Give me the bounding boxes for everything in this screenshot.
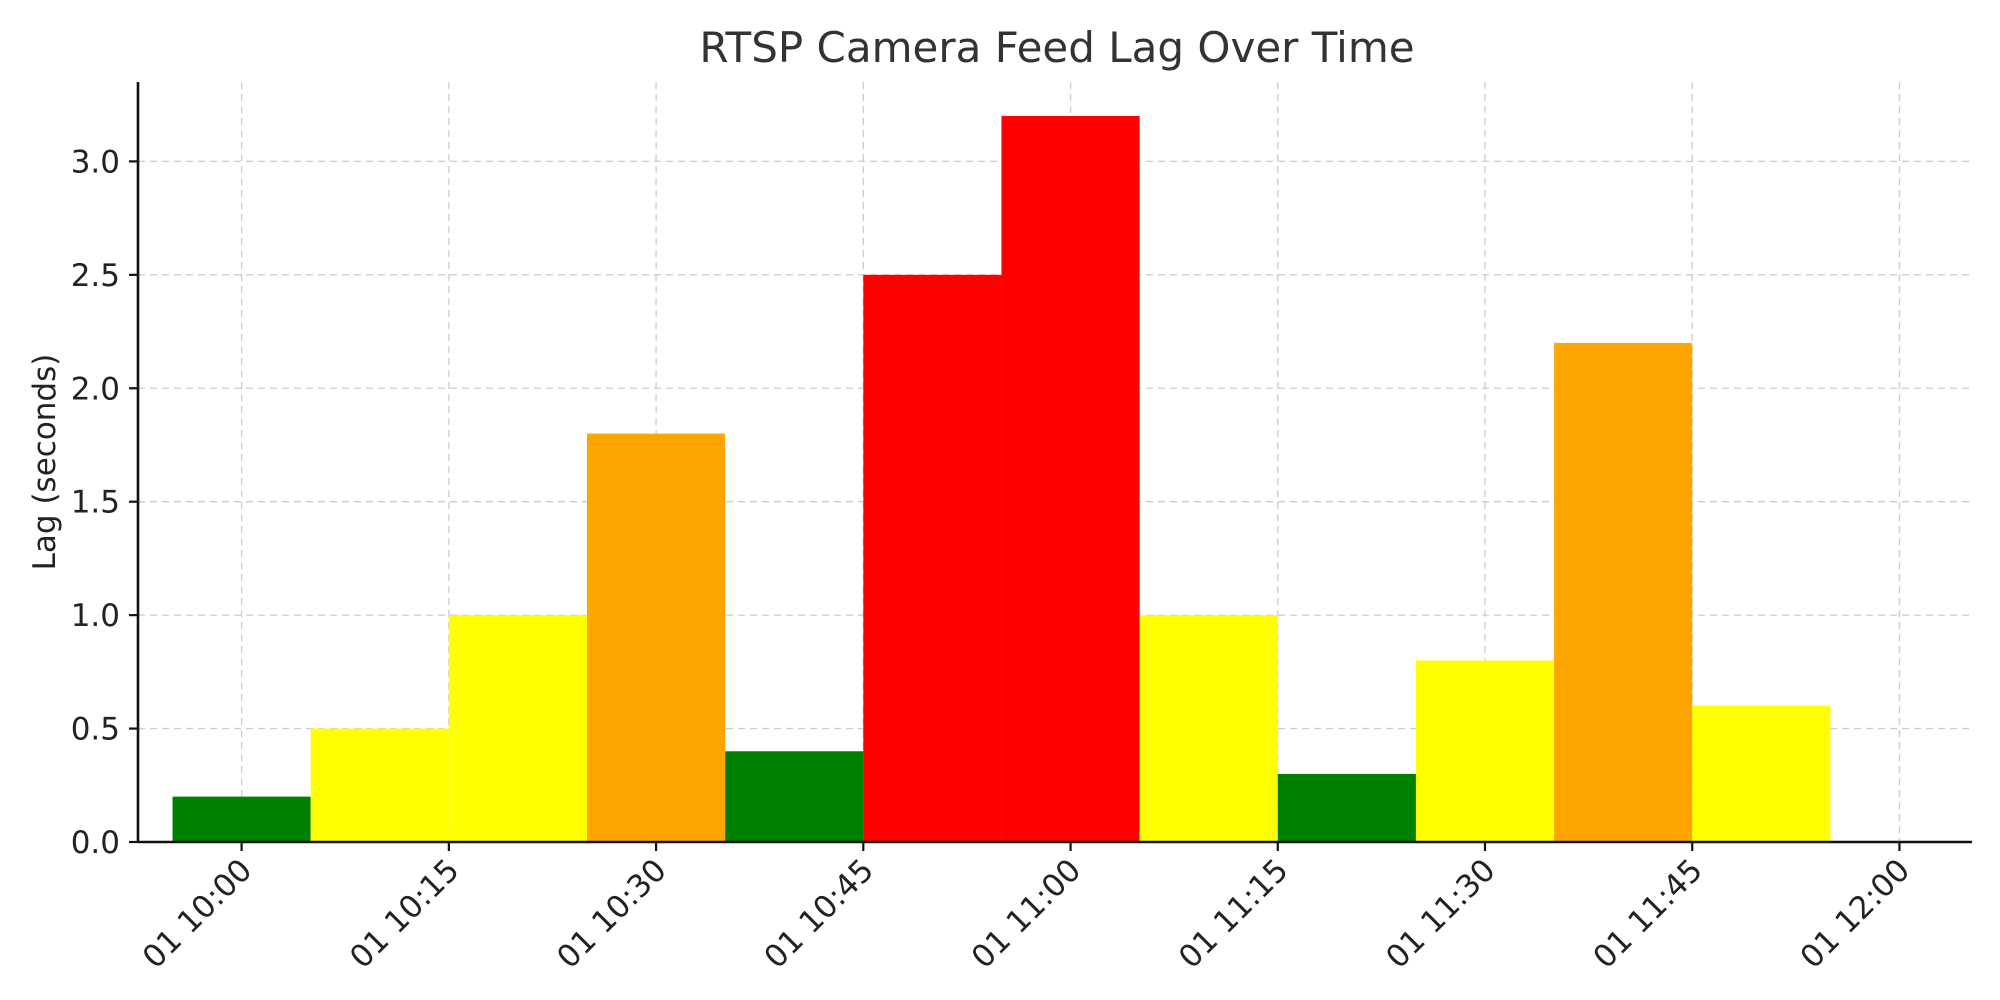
bar-1000 bbox=[172, 796, 311, 842]
x-tick-label: 01 12:00 bbox=[1794, 852, 1917, 975]
chart-title: RTSP Camera Feed Lag Over Time bbox=[699, 23, 1414, 72]
x-tick-label: 01 11:15 bbox=[1172, 852, 1295, 975]
x-tick-label: 01 11:45 bbox=[1586, 852, 1709, 975]
bar-1100 bbox=[1001, 116, 1140, 843]
y-tick-label: 3.0 bbox=[71, 144, 120, 180]
axes bbox=[129, 82, 1972, 851]
bar-1040 bbox=[725, 751, 864, 842]
bars bbox=[172, 116, 1831, 843]
bar-1020 bbox=[448, 615, 588, 842]
bar-1130 bbox=[1415, 660, 1555, 842]
x-tick-label: 01 10:15 bbox=[343, 852, 466, 975]
bar-1030 bbox=[587, 433, 726, 842]
x-tick-label: 01 11:00 bbox=[965, 852, 1088, 975]
bar-1150 bbox=[1692, 705, 1831, 842]
x-tick-label: 01 10:30 bbox=[550, 852, 673, 975]
x-tick-label: 01 10:45 bbox=[757, 852, 880, 975]
bar-1120 bbox=[1277, 773, 1416, 842]
y-tick-label: 2.5 bbox=[71, 258, 120, 294]
bar-1140 bbox=[1554, 342, 1693, 842]
x-tick-label: 01 11:30 bbox=[1379, 852, 1502, 975]
bar-1110 bbox=[1139, 615, 1278, 842]
y-tick-label: 1.5 bbox=[71, 485, 120, 521]
bar-1010 bbox=[310, 728, 449, 842]
y-tick-label: 0.5 bbox=[71, 712, 120, 748]
x-tick-label: 01 10:00 bbox=[136, 852, 259, 975]
y-tick-label: 1.0 bbox=[71, 598, 120, 634]
y-tick-label: 2.0 bbox=[71, 371, 120, 407]
y-axis-label: Lag (seconds) bbox=[27, 354, 63, 571]
bar-1050 bbox=[863, 274, 1002, 842]
y-tick-label: 0.0 bbox=[71, 825, 120, 861]
